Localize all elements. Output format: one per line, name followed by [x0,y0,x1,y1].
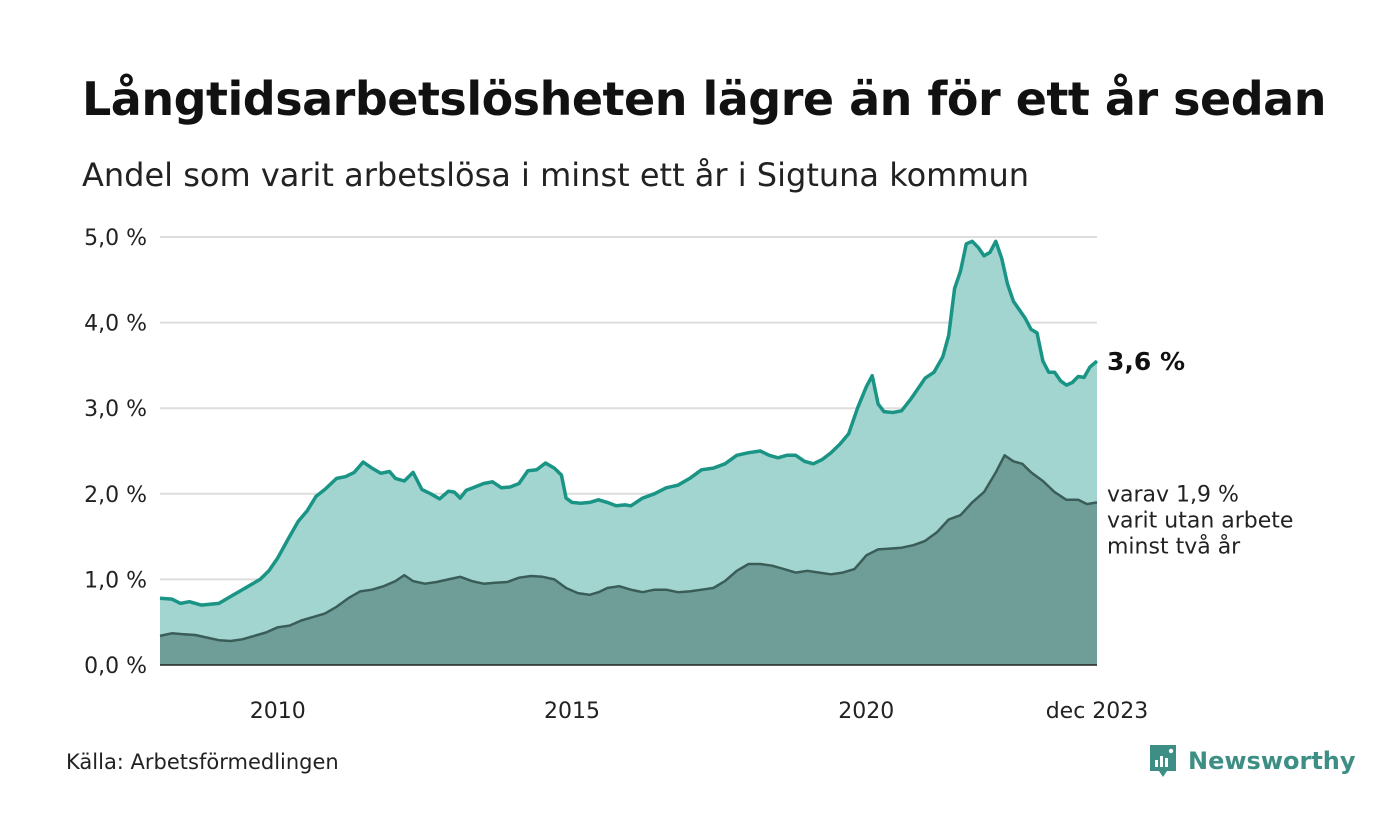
chart-subtitle: Andel som varit arbetslösa i minst ett å… [82,156,1030,194]
y-tick-label: 3,0 % [84,397,147,422]
series-area-sub [160,455,1097,665]
axis-layer: 0,0 % 1,0 % 2,0 % 3,0 % 4,0 % 5,0 % 2010 2015 20… [84,226,1148,724]
x-tick-label: dec 2023 [1046,699,1149,724]
brand-logo: Newsworthy [1148,743,1356,779]
x-tick-label: 2015 [544,699,600,724]
x-tick-label: 2020 [838,699,894,724]
newsworthy-logo-icon [1150,745,1176,777]
y-tick-label: 1,0 % [84,568,147,593]
y-tick-label: 2,0 % [84,483,147,508]
x-tick-label: 2010 [250,699,306,724]
end-label-sub-line: varav 1,9 % [1107,482,1239,507]
end-label-sub-line: varit utan arbete [1107,508,1293,533]
end-label-main: 3,6 % [1107,347,1185,376]
source-note: Källa: Arbetsförmedlingen [66,750,339,774]
y-tick-label: 5,0 % [84,226,147,251]
end-label-sub-line: minst två år [1107,533,1241,559]
series-line-main [159,239,1099,607]
y-tick-label: 4,0 % [84,312,147,337]
chart-title: Långtidsarbetslösheten lägre än för ett … [82,72,1326,126]
area-layer [159,239,1099,666]
y-tick-label: 0,0 % [84,654,147,679]
series-line-sub [159,454,1098,643]
brand-name: Newsworthy [1188,747,1356,775]
